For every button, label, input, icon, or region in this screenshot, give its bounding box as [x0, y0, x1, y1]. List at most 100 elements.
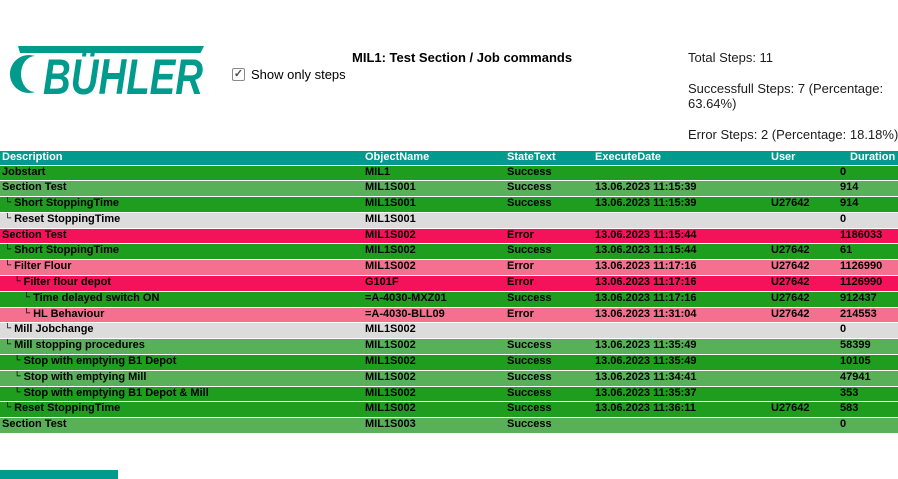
show-only-steps-checkbox[interactable]: ✓: [232, 68, 245, 81]
row-executeDate: [593, 166, 769, 181]
row-executeDate: 13.06.2023 11:35:49: [595, 355, 697, 368]
row-stateText: [505, 323, 593, 338]
row-user: [769, 355, 838, 370]
row-stateText: Error: [507, 228, 534, 241]
tree-branch-icon: └: [4, 244, 12, 256]
table-row[interactable]: Section Test MIL1S001 Success 13.06.2023 11…: [0, 181, 898, 198]
row-stateText: Error: [507, 276, 534, 289]
buehler-logo: BÜHLER: [4, 38, 204, 105]
row-objectName: =A-4030-MXZ01: [365, 291, 447, 304]
column-header-description[interactable]: Description: [2, 151, 63, 163]
row-objectName: G101F: [365, 276, 399, 289]
column-header-executeDate[interactable]: ExecuteDate: [595, 151, 662, 163]
row-objectName: MIL1S002: [365, 228, 416, 241]
row-stateText: Success: [507, 386, 552, 399]
table-row[interactable]: └ Filter Flour MIL1S002 Error 13.06.2023 11:…: [0, 260, 898, 277]
table-row[interactable]: Section Test MIL1S003 Success 0: [0, 418, 898, 435]
row-duration: 61: [840, 244, 853, 257]
row-duration: 10105: [840, 355, 871, 368]
row-executeDate: 13.06.2023 11:35:37: [595, 386, 697, 399]
row-stateText: Error: [507, 307, 534, 320]
buehler-logo-icon: BÜHLER: [9, 46, 204, 105]
row-stateText: Success: [507, 355, 552, 368]
row-objectName: MIL1S002: [365, 402, 416, 415]
row-description: └ Time delayed switch ON: [23, 291, 160, 304]
row-stateText: Success: [507, 370, 552, 383]
row-user: [769, 387, 838, 402]
row-user: U27642: [771, 402, 810, 415]
row-duration: 912437: [840, 291, 877, 304]
table-row[interactable]: └ Short StoppingTime MIL1S001 Success 13.06.…: [0, 197, 898, 213]
row-user: [769, 213, 838, 228]
row-description: └ Stop with emptying Mill: [13, 370, 147, 383]
row-description: Section Test: [2, 181, 67, 194]
tree-branch-icon: └: [4, 339, 12, 351]
tree-branch-icon: └: [4, 197, 12, 209]
row-executeDate: 13.06.2023 11:17:16: [595, 291, 697, 304]
row-user: [769, 181, 838, 196]
table-row[interactable]: └ Stop with emptying B1 Depot & Mill MIL1S…: [0, 386, 898, 403]
table-row[interactable]: └ Reset StoppingTime MIL1S002 Success 13.06.…: [0, 402, 898, 419]
row-duration: 1126990: [840, 260, 883, 273]
row-description: └ Reset StoppingTime: [4, 212, 121, 225]
row-stateText: Success: [507, 291, 552, 304]
row-executeDate: 13.06.2023 11:15:39: [595, 197, 697, 210]
row-user: [769, 323, 838, 338]
row-user: U27642: [771, 244, 810, 257]
table-row[interactable]: Section Test MIL1S002 Error 13.06.2023 11:1…: [0, 228, 898, 245]
column-header-duration[interactable]: Duration: [850, 151, 896, 163]
row-executeDate: 13.06.2023 11:15:44: [595, 244, 697, 257]
row-duration: 214553: [840, 307, 877, 320]
checkmark-icon: ✓: [233, 68, 244, 80]
row-user: [769, 166, 838, 181]
row-executeDate: 13.06.2023 11:17:16: [595, 276, 697, 289]
tree-branch-icon: └: [13, 355, 21, 367]
table-row[interactable]: └ Stop with emptying Mill MIL1S002 Success 1…: [0, 370, 898, 387]
row-duration: 0: [840, 165, 847, 178]
row-stateText: Success: [507, 402, 552, 415]
column-header-objectName[interactable]: ObjectName: [365, 151, 430, 163]
row-executeDate: 13.06.2023 11:17:16: [595, 260, 697, 273]
row-executeDate: 13.06.2023 11:15:44: [595, 228, 697, 241]
row-description: Section Test: [2, 418, 67, 431]
tree-branch-icon: └: [13, 386, 21, 398]
table-row[interactable]: └ Time delayed switch ON =A-4030-MXZ01 Succ…: [0, 291, 898, 308]
row-duration: 0: [840, 323, 847, 336]
page-title: MIL1: Test Section / Job commands: [352, 50, 573, 65]
table-row[interactable]: └ Short StoppingTime MIL1S002 Success 13.06.…: [0, 244, 898, 261]
row-description: └ Short StoppingTime: [4, 197, 119, 210]
buehler-logo-text: BÜHLER: [43, 49, 203, 100]
row-executeDate: [593, 213, 769, 228]
row-stateText: Success: [507, 339, 552, 352]
row-executeDate: [593, 418, 769, 433]
row-stateText: [505, 213, 593, 228]
row-executeDate: 13.06.2023 11:15:39: [595, 181, 697, 194]
row-stateText: Error: [507, 260, 534, 273]
table-body: Jobstart MIL1 Success 0 Section Test MIL1S001…: [0, 165, 898, 435]
table-row[interactable]: └ Stop with emptying B1 Depot MIL1S002 Succ…: [0, 355, 898, 371]
success-steps-text: Successfull Steps: 7 (Percentage: 63.64%…: [688, 81, 884, 111]
tree-branch-icon: └: [13, 276, 21, 288]
row-executeDate: 13.06.2023 11:34:41: [595, 370, 697, 383]
row-objectName: MIL1S001: [365, 212, 416, 225]
row-executeDate: [593, 323, 769, 338]
row-description: └ Stop with emptying B1 Depot: [13, 355, 177, 368]
row-duration: 1186033: [840, 228, 883, 241]
row-stateText: Success: [507, 181, 552, 194]
row-objectName: MIL1: [365, 165, 391, 178]
row-stateText: Success: [507, 197, 552, 210]
show-only-steps-label: Show only steps: [251, 67, 346, 82]
row-user: U27642: [771, 197, 810, 210]
table-header-row: Description ObjectName StateText ExecuteDat…: [0, 151, 898, 166]
table-row[interactable]: └ Reset StoppingTime MIL1S001 0: [0, 212, 898, 229]
column-header-stateText[interactable]: StateText: [507, 151, 556, 163]
table-row[interactable]: └ HL Behaviour =A-4030-BLL09 Error 13.06.202…: [0, 307, 898, 324]
row-objectName: MIL1S002: [365, 260, 416, 273]
table-row[interactable]: └ Mill stopping procedures MIL1S002 Success…: [0, 339, 898, 356]
tree-branch-icon: └: [23, 291, 31, 303]
table-row[interactable]: └ Mill Jobchange MIL1S002 0: [0, 323, 898, 340]
row-objectName: MIL1S002: [365, 355, 416, 368]
table-row[interactable]: └ Filter flour depot G101F Error 13.06.2023 …: [0, 276, 898, 292]
table-row[interactable]: Jobstart MIL1 Success 0: [0, 165, 898, 182]
column-header-user[interactable]: User: [771, 151, 796, 163]
